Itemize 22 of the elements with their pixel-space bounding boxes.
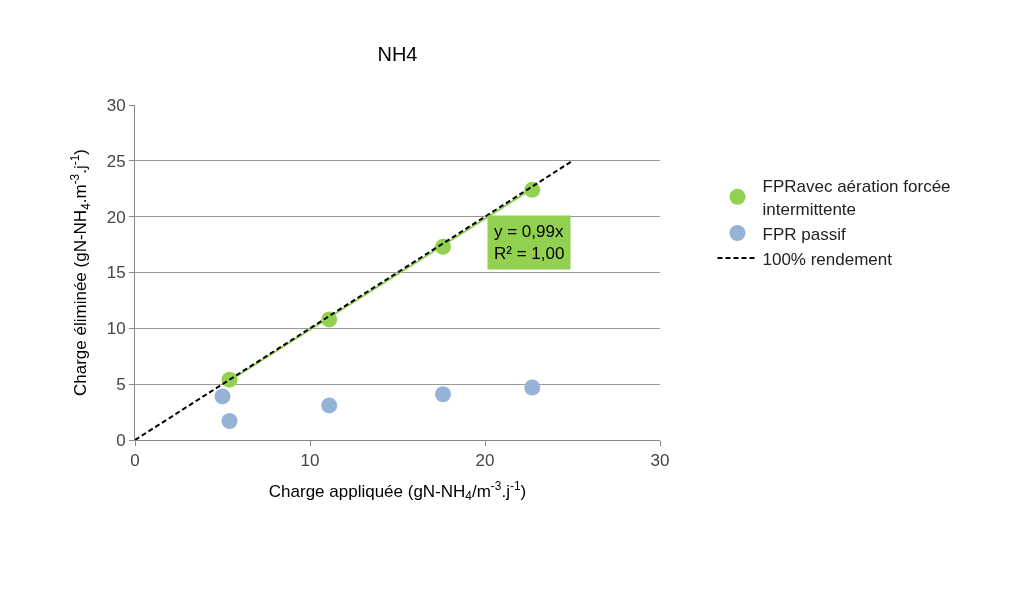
point bbox=[321, 397, 338, 414]
chart-title: NH4 bbox=[377, 43, 418, 66]
y-tick-label: 0 bbox=[116, 430, 126, 450]
y-tick-label: 25 bbox=[106, 151, 126, 171]
x-tick-label: 0 bbox=[130, 451, 140, 471]
y-tick-label: 10 bbox=[106, 319, 126, 339]
point bbox=[524, 379, 541, 396]
x-tick-label: 30 bbox=[650, 451, 670, 471]
y-tick-label: 15 bbox=[106, 263, 126, 283]
legend-label: 100% rendement bbox=[762, 249, 893, 269]
legend-label: FPRavec aération forcée intermittente bbox=[762, 177, 951, 219]
point bbox=[221, 413, 238, 430]
x-tick-label: 20 bbox=[475, 451, 495, 471]
x-axis-title: Charge appliquée (gN-NH$_{4}$/m$^{-3}$.j$^{-1}$) bbox=[268, 478, 527, 504]
y-tick-label: 30 bbox=[106, 95, 126, 115]
y-tick-label: 20 bbox=[106, 207, 126, 227]
x-tick-label: 10 bbox=[300, 451, 320, 471]
y-tick-label: 5 bbox=[116, 375, 126, 395]
annotation: y = 0,99x R² = 1,00 bbox=[494, 222, 565, 264]
legend-label: FPR passif bbox=[762, 224, 846, 244]
point bbox=[214, 388, 231, 405]
point bbox=[435, 386, 451, 403]
